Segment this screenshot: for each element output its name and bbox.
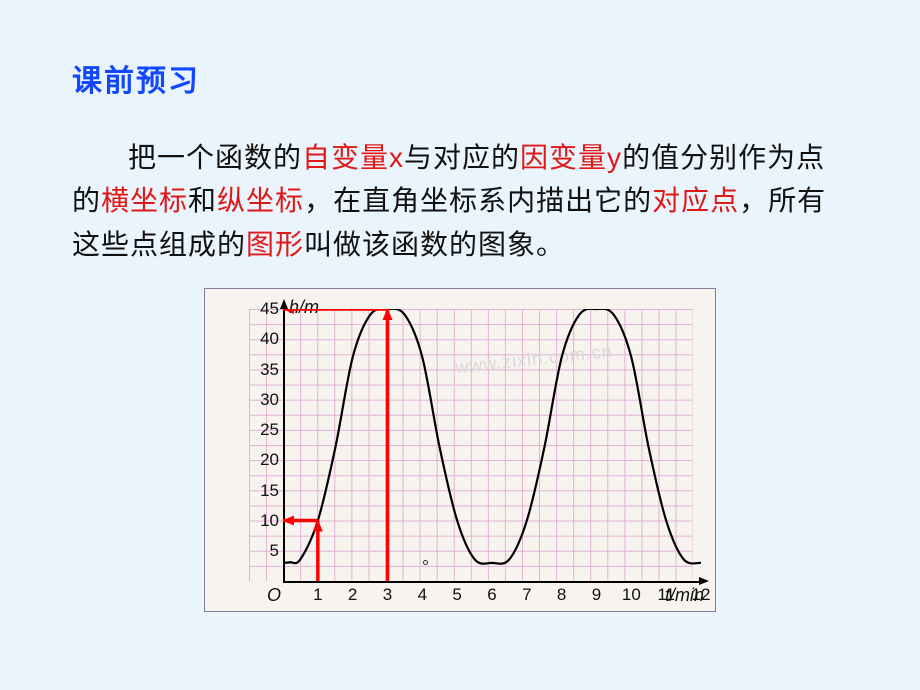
text-seg: 与对应的 [404, 142, 520, 173]
x-tick-label: 12 [692, 585, 711, 605]
x-axis-arrow [699, 577, 709, 585]
y-axis [283, 305, 285, 581]
text-seg: 叫做该函数的图象。 [304, 229, 565, 260]
x-tick-labels: 123456789101112 [205, 585, 715, 609]
x-tick-label: 3 [383, 585, 392, 605]
x-tick-label: 1 [313, 585, 322, 605]
function-chart: h/m t/min O www.zixin.com.cn 51015202530… [204, 288, 716, 612]
x-tick-label: 11 [657, 585, 675, 605]
text-seg: 把一个函数的 [128, 142, 302, 173]
y-tick-label: 30 [249, 390, 279, 410]
x-tick-label: 5 [452, 585, 461, 605]
keyword-figure: 图形 [246, 229, 304, 260]
x-tick-label: 6 [487, 585, 496, 605]
keyword-point: 对应点 [652, 185, 739, 216]
text-seg: 和 [188, 185, 217, 216]
x-tick-label: 8 [557, 585, 566, 605]
chart-grid [249, 309, 693, 581]
stray-dot [423, 560, 428, 565]
keyword-ordinate: 纵坐标 [217, 185, 304, 216]
x-tick-label: 9 [592, 585, 601, 605]
y-tick-label: 10 [249, 511, 279, 531]
page-title: 课前预习 [72, 56, 848, 100]
text-seg: ，在直角坐标系内描出它的 [304, 185, 652, 216]
x-tick-label: 2 [348, 585, 357, 605]
y-tick-label: 35 [249, 360, 279, 380]
y-tick-label: 25 [249, 420, 279, 440]
y-tick-label: 40 [249, 329, 279, 349]
keyword-abscissa: 横坐标 [101, 185, 188, 216]
y-tick-label: 20 [249, 450, 279, 470]
x-tick-label: 7 [522, 585, 531, 605]
y-tick-labels: 5 10 15 20 25 30 35 40 45 [205, 289, 281, 611]
x-axis [283, 581, 701, 583]
y-tick-label: 45 [249, 299, 279, 319]
y-tick-label: 5 [249, 541, 279, 561]
y-axis-label: h/m [289, 297, 319, 318]
description-paragraph: 把一个函数的自变量x与对应的因变量y的值分别作为点的横坐标和纵坐标，在直角坐标系… [72, 136, 848, 266]
y-tick-label: 15 [249, 481, 279, 501]
keyword-ivar: 自变量x [302, 142, 404, 173]
keyword-dvar: 因变量y [520, 142, 622, 173]
x-tick-label: 4 [418, 585, 427, 605]
x-tick-label: 10 [622, 585, 641, 605]
